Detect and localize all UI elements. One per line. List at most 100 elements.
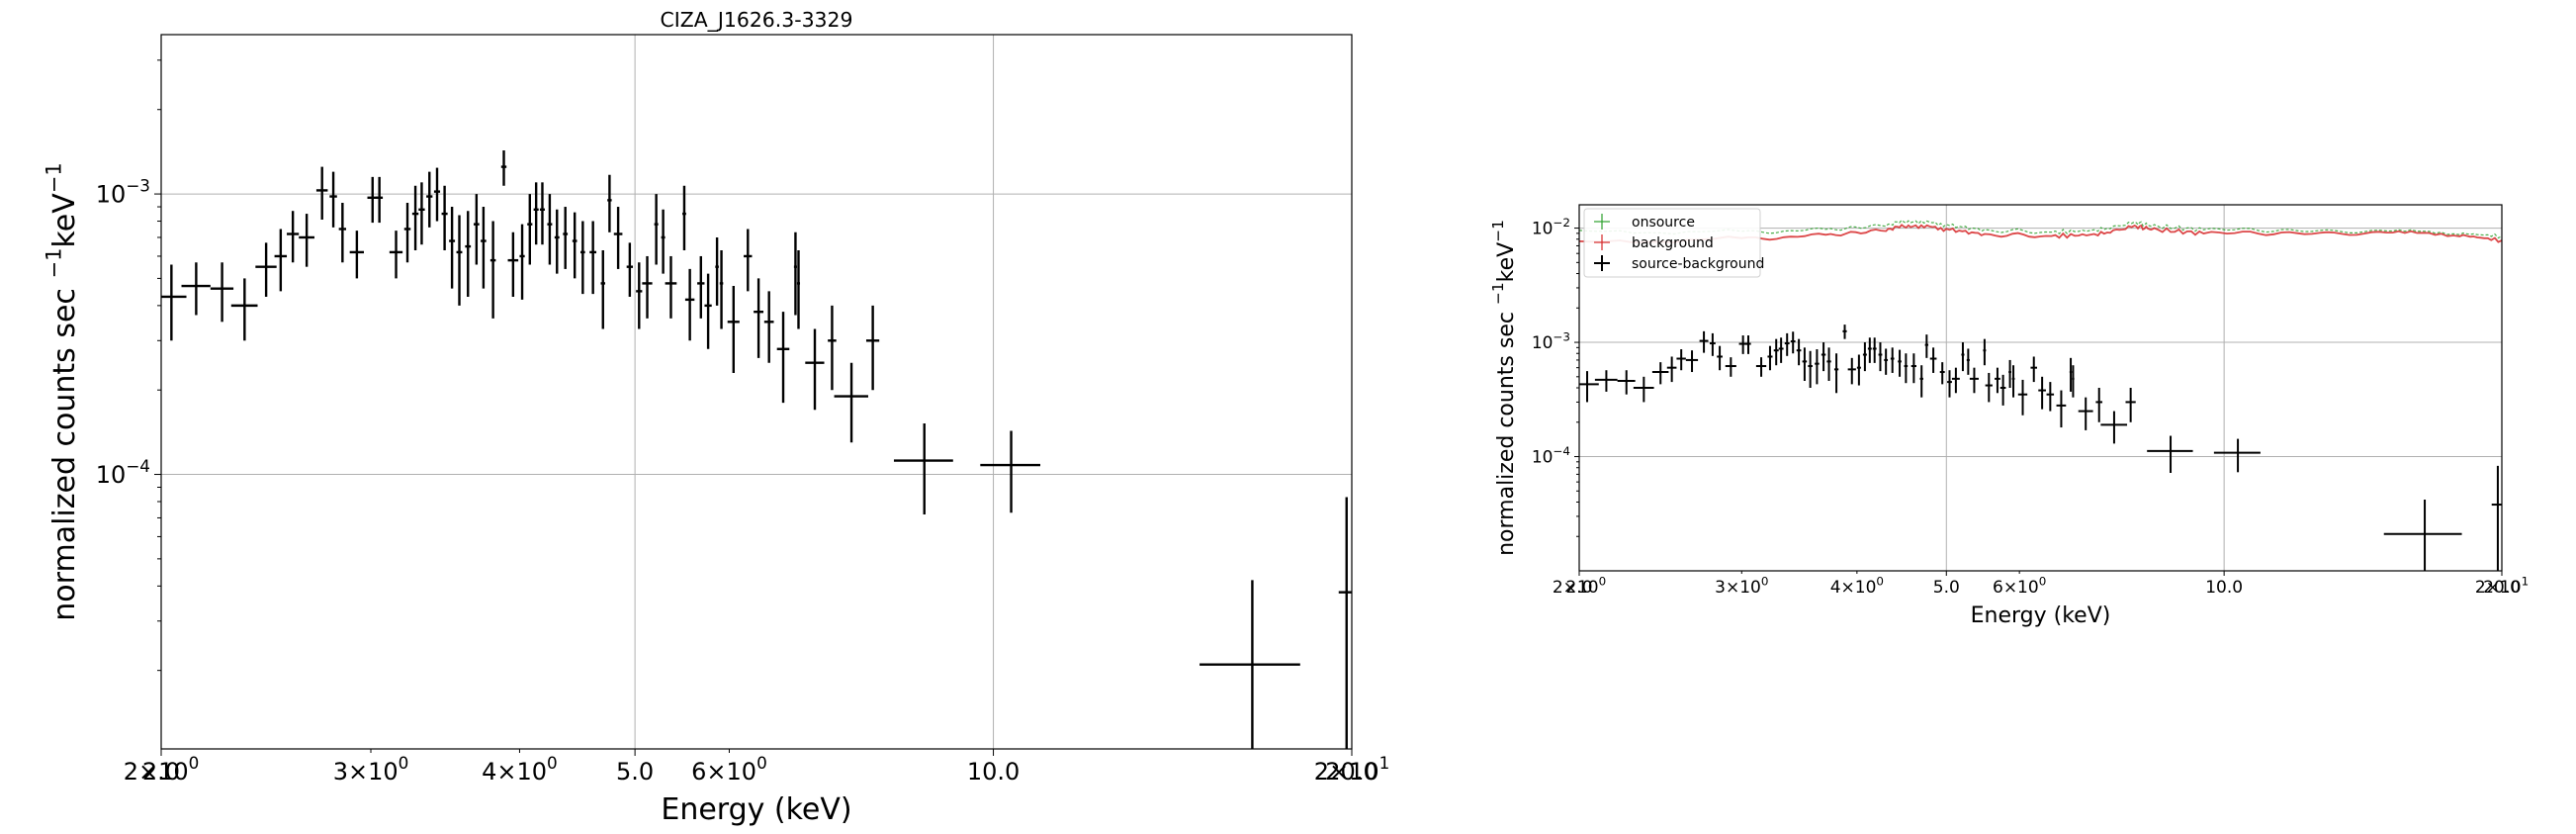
inset-onsource-curve: [1578, 219, 2503, 239]
main-data-point: [572, 212, 577, 279]
inset-data-point: [1796, 338, 1802, 366]
main-ytick-label: 10−3: [96, 176, 150, 209]
inset-data-point: [1699, 330, 1709, 353]
inset-data-point: [1884, 348, 1889, 375]
inset-xtick-label: 2.0: [1565, 578, 1592, 598]
inset-data-point: [1995, 367, 2000, 394]
inset-data-point: [1898, 349, 1902, 377]
main-data-point: [403, 203, 411, 263]
main-data-point: [210, 262, 234, 323]
inset-data-point: [2008, 359, 2011, 388]
inset-data-point: [2213, 438, 2261, 473]
main-data-point: [754, 278, 764, 358]
main-xtick-minor-label: 2×101: [1314, 753, 1390, 786]
inset-data-point: [1919, 365, 1923, 398]
main-data-point: [607, 174, 612, 232]
inset-xtick-minor-label: 2×100: [1553, 574, 1606, 598]
inset-data-point: [1867, 337, 1872, 363]
inset-data-point: [1833, 353, 1839, 394]
inset-data-point: [1969, 367, 1979, 394]
main-data-point: [287, 211, 300, 263]
inset-data-point: [1617, 370, 1636, 395]
main-data-point: [481, 207, 487, 289]
main-data-point: [796, 249, 801, 329]
main-data-point: [539, 182, 545, 245]
inset-data-point: [1890, 347, 1895, 373]
inset-data-point: [1784, 332, 1790, 356]
inset-data-point: [2030, 356, 2037, 383]
inset-data-point: [1966, 348, 1970, 375]
main-data-point: [389, 231, 403, 279]
inset-ytick-label: 10−2: [1532, 216, 1570, 239]
inset-xtick-minor-label: 6×100: [1993, 574, 2046, 598]
inset-data-point: [1685, 350, 1699, 373]
main-data-point: [580, 221, 585, 295]
main-data-point: [793, 232, 797, 316]
main-xtick-minor-label: 3×100: [333, 753, 409, 786]
inset-data-point: [1929, 347, 1937, 373]
main-xtick-label: 20.0: [1325, 758, 1377, 786]
main-data-point: [763, 291, 774, 363]
inset-data-point: [2095, 388, 2103, 422]
inset-data-point: [1961, 342, 1965, 372]
inset-data-point: [1745, 335, 1751, 354]
inset-background-curve: [1578, 224, 2503, 244]
main-data-point: [230, 278, 258, 341]
inset-data-point: [1983, 338, 1987, 366]
inset-legend: onsource background source-background: [1583, 208, 1764, 278]
main-data-point: [315, 166, 328, 221]
inset-data-point: [2069, 357, 2073, 392]
main-data-point: [893, 422, 953, 514]
main-data-point: [661, 209, 666, 274]
main-title: CIZA_J1626.3-3329: [661, 8, 853, 33]
main-data-point: [527, 194, 533, 265]
inset-data-point: [1999, 374, 2006, 406]
inset-data-point: [2078, 397, 2093, 430]
inset-data-point: [1951, 367, 1960, 394]
main-data-point: [1199, 580, 1300, 749]
main-data-point: [418, 182, 425, 245]
inset-legend-label: background: [1632, 235, 1714, 251]
main-data-point: [776, 312, 790, 404]
inset-data-point: [2491, 465, 2502, 571]
inset-data-point: [1725, 357, 1736, 377]
main-ylabel: normalized counts sec −1keV−1: [43, 162, 83, 620]
inset-data-point: [2383, 500, 2462, 571]
inset-data-point: [1767, 345, 1773, 371]
inset-ytick-label: 10−3: [1532, 329, 1570, 353]
main-data-point: [349, 231, 364, 279]
inset-data-point: [1985, 372, 1993, 403]
main-ytick-label: 10−4: [96, 456, 150, 489]
inset-data-point: [2072, 365, 2075, 398]
inset-data-point: [2046, 382, 2055, 412]
main-data-point: [636, 262, 643, 329]
inset-xtick-label: 20.0: [2483, 578, 2521, 598]
main-data-point: [507, 232, 519, 297]
main-spectrum-panel: 2.0 5.0 10.0 20.0 2×100 3×100 4×100 6×100 2×101 1…: [43, 8, 1390, 827]
main-data-point: [697, 255, 705, 319]
main-data-point: [719, 249, 724, 329]
main-data-point: [613, 207, 623, 269]
main-data-point: [654, 194, 659, 265]
main-data-point: [600, 249, 605, 329]
inset-legend-frame: [1583, 208, 1761, 278]
inset-data-point: [1802, 347, 1808, 381]
main-xtick-label: 10.0: [967, 758, 1020, 786]
main-data-point: [642, 255, 653, 319]
main-data-point: [865, 305, 880, 391]
inset-data-point: [2147, 435, 2193, 473]
main-data-point: [181, 262, 211, 316]
main-data-point: [376, 176, 384, 224]
main-data-point: [329, 171, 337, 228]
inset-data-point: [2011, 365, 2015, 398]
main-data-point: [473, 194, 480, 265]
inset-data-point: [2056, 390, 2067, 428]
main-data-point: [589, 221, 597, 295]
inset-data-point: [2125, 388, 2136, 422]
inset-data-point: [1709, 332, 1716, 356]
inset-ytick-label: 10−4: [1532, 444, 1570, 468]
main-data-point: [682, 185, 686, 250]
inset-axes-frame: [1578, 204, 2503, 572]
inset-xtick-label: 10.0: [2205, 578, 2243, 598]
